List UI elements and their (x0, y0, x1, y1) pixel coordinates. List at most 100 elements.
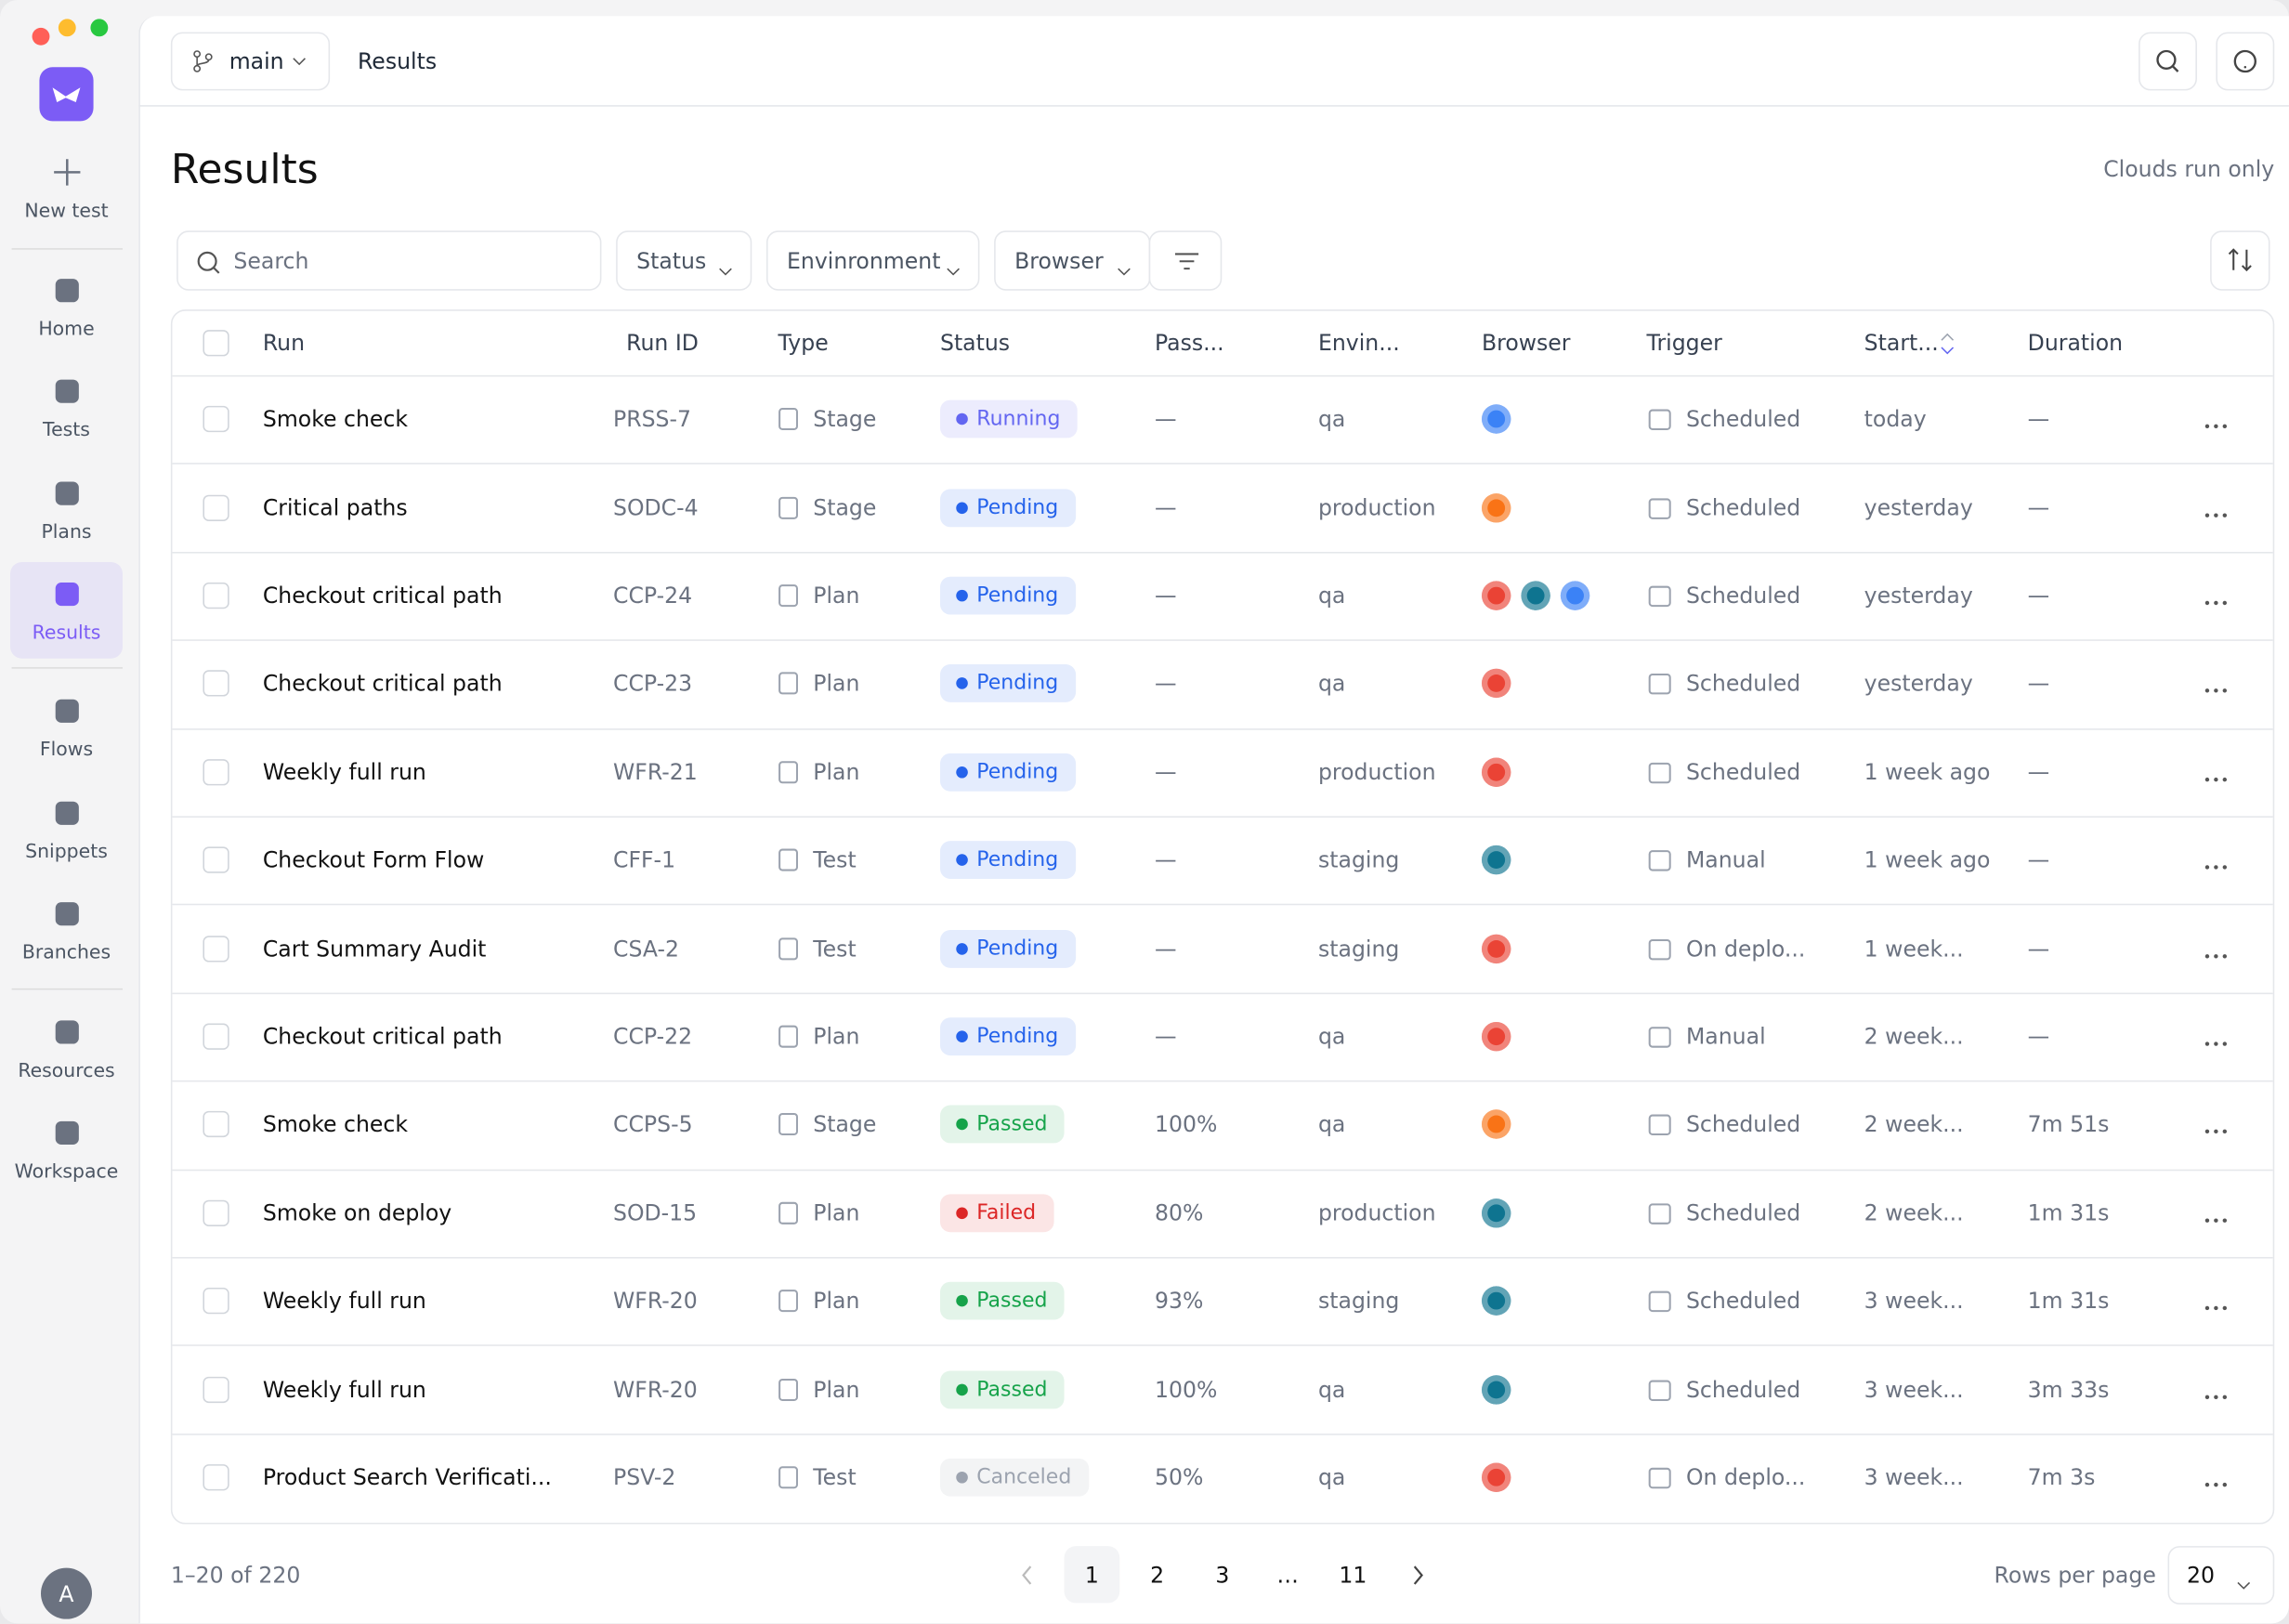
page-button[interactable]: 1 (1064, 1546, 1120, 1604)
column-header[interactable]: Run ID (626, 330, 699, 357)
row-checkbox[interactable] (203, 1376, 229, 1403)
pass-rate: — (1154, 582, 1177, 609)
rows-per-page-select[interactable]: 20 (2167, 1546, 2275, 1604)
type-icon (775, 406, 801, 432)
page-button[interactable]: 2 (1130, 1546, 1185, 1603)
column-header[interactable]: Type (778, 330, 829, 357)
row-checkbox[interactable] (203, 330, 229, 357)
advanced-filter[interactable] (1148, 230, 1223, 291)
nav-item[interactable]: Results (9, 561, 123, 659)
run-name[interactable]: Critical paths (262, 494, 408, 521)
row-menu (2202, 588, 2230, 606)
sort-button[interactable] (2210, 230, 2270, 291)
nav-label: Workspace (14, 1161, 119, 1184)
column-header[interactable]: Duration (2027, 330, 2124, 357)
browser-icon (1481, 1198, 1511, 1228)
column-header[interactable]: Pass... (1154, 330, 1224, 357)
row-checkbox[interactable] (203, 846, 229, 873)
browser-icon (1521, 581, 1550, 610)
row-checkbox[interactable] (203, 406, 229, 433)
trigger-icon-svg (1648, 850, 1671, 871)
nav-item[interactable]: Flows (10, 679, 123, 776)
run-name[interactable]: Smoke on deploy (262, 1199, 452, 1226)
close-dot[interactable] (32, 27, 50, 46)
row-checkbox[interactable] (203, 494, 229, 521)
duration: 3m 33s (2027, 1376, 2110, 1403)
nav-item[interactable]: Plans (10, 462, 123, 558)
nav-item[interactable]: Snippets (10, 781, 123, 878)
column-header[interactable]: Envin... (1317, 330, 1400, 357)
row-checkbox[interactable] (203, 1464, 229, 1491)
row-checkbox[interactable] (203, 1023, 229, 1050)
page-button[interactable]: 3 (1195, 1546, 1250, 1603)
status-label: Pending (976, 583, 1059, 608)
row-checkbox[interactable] (203, 670, 229, 698)
run-name[interactable]: Checkout critical path (262, 1023, 503, 1050)
chevron (1117, 255, 1131, 276)
column-header[interactable]: Status (939, 330, 1011, 357)
run-name[interactable]: Weekly full run (262, 1376, 426, 1403)
trigger-icon (1647, 1376, 1673, 1402)
page-button[interactable]: … (1260, 1546, 1315, 1603)
nav-item[interactable]: Home (10, 258, 123, 355)
run-name[interactable]: Weekly full run (262, 758, 426, 786)
avatar[interactable]: A (40, 1567, 92, 1619)
pass-rate: 93% (1154, 1288, 1204, 1315)
nav-item[interactable]: Tests (10, 360, 123, 456)
status-label: Pending (976, 936, 1059, 961)
nav-item[interactable]: New test (10, 140, 123, 237)
help-button[interactable] (2216, 32, 2275, 91)
run-name[interactable]: Cart Summary Audit (262, 935, 487, 962)
status-dot (956, 589, 968, 602)
zoom-dot[interactable] (90, 19, 109, 37)
search-placeholder: Search (233, 248, 309, 275)
row-checkbox[interactable] (203, 758, 229, 786)
started: yesterday (1864, 670, 1973, 698)
column-header[interactable]: Browser (1481, 330, 1571, 357)
run-type: Plan (813, 1199, 860, 1226)
filter-dropdown[interactable]: Envinronment (765, 230, 980, 291)
row-menu (2202, 765, 2230, 782)
page-button[interactable]: 11 (1326, 1546, 1381, 1603)
logo[interactable] (39, 67, 94, 122)
run-name[interactable]: Checkout Form Flow (262, 846, 485, 873)
status-label: Passed (976, 1377, 1048, 1401)
filter-dropdown[interactable]: Browser (994, 230, 1151, 291)
run-name[interactable]: Weekly full run (262, 1288, 426, 1315)
filter-dropdown[interactable]: Status (616, 230, 752, 291)
row-checkbox[interactable] (203, 935, 229, 962)
started: 3 week... (1864, 1288, 1964, 1315)
nav-item[interactable]: Resources (10, 1000, 123, 1096)
help-icon (2233, 49, 2256, 73)
chevron (946, 255, 961, 276)
nav-divider (11, 248, 123, 250)
run-name[interactable]: Checkout critical path (262, 670, 503, 698)
row-checkbox[interactable] (203, 1288, 229, 1315)
run-name[interactable]: Product Search Verificati... (262, 1464, 552, 1491)
nav-item[interactable]: Workspace (10, 1101, 123, 1198)
minimize-dot[interactable] (58, 19, 76, 37)
type-icon-svg (778, 936, 799, 960)
nav-icon (51, 274, 84, 307)
search-input[interactable]: Search (177, 230, 602, 291)
nav-icon (51, 695, 84, 727)
run-name[interactable]: Checkout critical path (262, 582, 503, 609)
column-header[interactable]: Run (262, 330, 306, 357)
status-badge: Passed (939, 1106, 1066, 1145)
type-icon (775, 1199, 801, 1225)
run-name[interactable]: Smoke check (262, 1111, 409, 1138)
environment: staging (1317, 935, 1400, 962)
pass-rate: 50% (1154, 1464, 1204, 1491)
next-page-svg (1413, 1565, 1423, 1585)
run-id: CCP-23 (612, 670, 693, 698)
column-header[interactable]: Trigger (1646, 330, 1722, 357)
row-checkbox[interactable] (203, 1199, 229, 1226)
column-header[interactable]: Start... (1864, 330, 1939, 357)
row-checkbox[interactable] (203, 1111, 229, 1138)
search-button[interactable] (2139, 32, 2197, 91)
run-name[interactable]: Smoke check (262, 406, 409, 433)
clouds-toggle[interactable]: Clouds run only (2103, 156, 2275, 183)
branch-selector[interactable]: main (170, 32, 331, 91)
row-checkbox[interactable] (203, 582, 229, 609)
nav-item[interactable]: Branches (10, 882, 123, 978)
